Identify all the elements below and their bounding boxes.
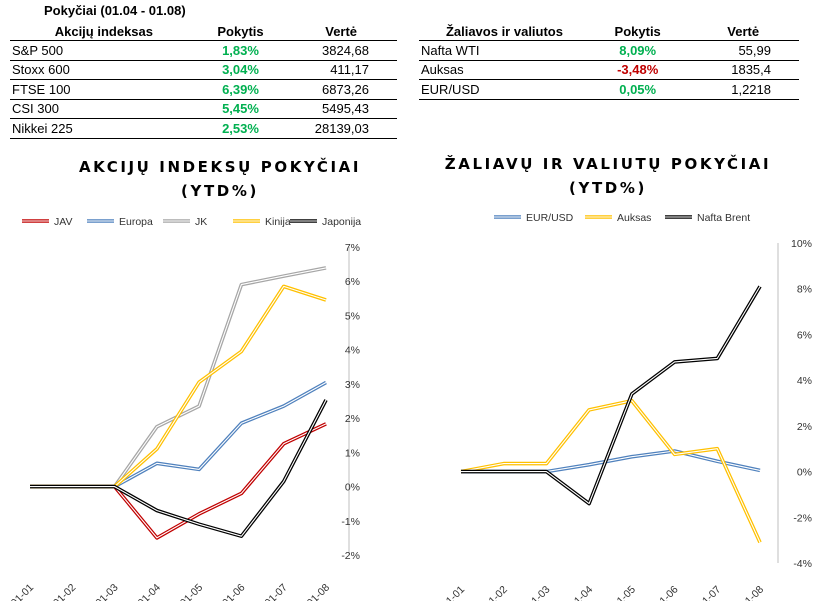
legend-label: Nafta Brent <box>697 212 750 224</box>
y-tick-label: -1% <box>341 516 360 528</box>
table-row: CSI 300 5,45% 5495,43 <box>10 99 397 119</box>
commodity-change: 0,05% <box>587 79 688 100</box>
x-tick-label: 01-03 <box>525 584 553 601</box>
legend-label: Kinija <box>265 216 291 228</box>
x-tick-label: 01-06 <box>653 584 681 601</box>
index-name: FTSE 100 <box>10 79 196 100</box>
index-value: 3824,68 <box>285 40 397 61</box>
chart-title-line: (YTD%) <box>181 182 259 200</box>
chart-title-line: (YTD%) <box>569 179 647 197</box>
index-change: 3,04% <box>195 60 286 80</box>
commodity-change: 8,09% <box>587 40 688 61</box>
x-tick-label: 01-05 <box>611 584 639 601</box>
y-tick-label: 2% <box>345 413 360 425</box>
commodity-value: 55,99 <box>687 40 799 61</box>
series-line-inner <box>30 399 327 537</box>
legend-label: Europa <box>119 216 153 228</box>
commodity-name: Auksas <box>419 60 588 80</box>
legend-label: Auksas <box>617 212 651 224</box>
commodity-name: Nafta WTI <box>419 40 588 61</box>
index-value: 6873,26 <box>285 79 397 100</box>
indices-table: Akcijų indeksas Pokytis Vertė S&P 500 1,8… <box>10 22 397 139</box>
y-tick-label: -2% <box>793 512 812 524</box>
y-tick-label: 1% <box>345 447 360 459</box>
index-value: 411,17 <box>285 60 397 80</box>
y-tick-label: 0% <box>345 482 360 494</box>
y-tick-label: 4% <box>797 375 812 387</box>
table-row: FTSE 100 6,39% 6873,26 <box>10 79 397 100</box>
legend-label: EUR/USD <box>526 212 574 224</box>
column-header: Akcijų indeksas <box>10 22 196 41</box>
legend-label: JAV <box>54 216 72 228</box>
chart-title-indices: AKCIJŲ INDEKSŲ POKYČIAI (YTD%) <box>20 155 420 203</box>
index-change: 1,83% <box>195 40 286 61</box>
y-tick-label: 3% <box>345 379 360 391</box>
page-title: Pokyčiai (01.04 - 01.08) <box>44 3 186 18</box>
index-name: Stoxx 600 <box>10 60 196 80</box>
column-header: Pokytis <box>587 22 688 41</box>
index-value: 28139,03 <box>285 118 397 139</box>
y-tick-label: 0% <box>797 467 812 479</box>
x-tick-label: 01-02 <box>482 584 510 601</box>
x-tick-label: 01-07 <box>696 584 724 601</box>
table-row: EUR/USD 0,05% 1,2218 <box>419 79 799 100</box>
x-tick-label: 01-01 <box>440 584 468 601</box>
table-row: Auksas -3,48% 1835,4 <box>419 60 799 80</box>
commodity-name: EUR/USD <box>419 79 588 100</box>
y-tick-label: -2% <box>341 550 360 562</box>
y-tick-label: 10% <box>791 238 812 250</box>
y-tick-label: 6% <box>797 329 812 341</box>
y-tick-label: 4% <box>345 345 360 357</box>
index-name: CSI 300 <box>10 99 196 119</box>
commodity-value: 1835,4 <box>687 60 799 80</box>
chart-title-line: AKCIJŲ INDEKSŲ POKYČIAI <box>78 158 362 176</box>
index-change: 5,45% <box>195 99 286 119</box>
table-row: S&P 500 1,83% 3824,68 <box>10 40 397 61</box>
commodity-value: 1,2218 <box>687 79 799 100</box>
column-header: Vertė <box>285 22 397 41</box>
legend-label: Japonija <box>322 216 361 228</box>
table-row: Nikkei 225 2,53% 28139,03 <box>10 118 397 139</box>
index-change: 2,53% <box>195 118 286 139</box>
chart-title-line: ŽALIAVŲ IR VALIUTŲ POKYČIAI <box>444 155 772 173</box>
series-line-inner <box>461 286 761 505</box>
x-tick-label: 01-08 <box>739 584 767 601</box>
y-tick-label: -4% <box>793 558 812 570</box>
commodities-table: Žaliavos ir valiutos Pokytis Vertė Nafta… <box>419 22 799 100</box>
index-name: Nikkei 225 <box>10 118 196 139</box>
y-tick-label: 5% <box>345 310 360 322</box>
column-header: Žaliavos ir valiutos <box>419 22 588 41</box>
y-tick-label: 6% <box>345 276 360 288</box>
column-header: Pokytis <box>195 22 286 41</box>
y-tick-label: 2% <box>797 421 812 433</box>
table-row: Stoxx 600 3,04% 411,17 <box>10 60 397 80</box>
y-tick-label: 8% <box>797 284 812 296</box>
series-line-inner <box>460 400 761 543</box>
column-header: Vertė <box>687 22 799 41</box>
index-name: S&P 500 <box>10 40 196 61</box>
commodity-change: -3,48% <box>587 60 688 80</box>
legend-label: JK <box>195 216 207 228</box>
chart-title-commodities: ŽALIAVŲ IR VALIUTŲ POKYČIAI (YTD%) <box>418 152 798 200</box>
table-row: Nafta WTI 8,09% 55,99 <box>419 40 799 61</box>
index-value: 5495,43 <box>285 99 397 119</box>
index-change: 6,39% <box>195 79 286 100</box>
y-tick-label: 7% <box>345 242 360 254</box>
x-tick-label: 01-04 <box>568 584 596 601</box>
series-line-nafta-brent <box>461 285 762 506</box>
